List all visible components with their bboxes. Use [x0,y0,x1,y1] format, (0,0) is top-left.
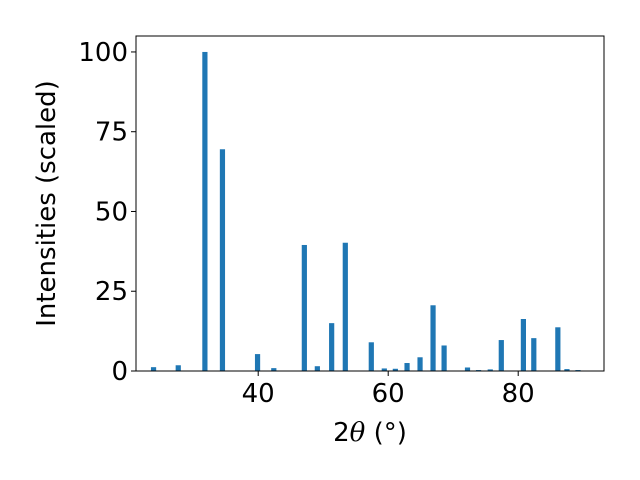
bar [368,342,374,371]
x-axis-label-prefix: 2 [333,418,350,448]
y-tick-label: 0 [111,357,128,387]
y-axis-ticks: 0 25 50 75 100 [78,38,136,387]
bar [531,338,537,371]
bar [175,365,181,371]
x-tick-label: 60 [372,379,405,409]
bar [271,368,277,371]
bar [301,244,307,371]
bar [219,149,226,371]
bar [392,368,398,371]
bar [417,357,423,371]
y-tick-label: 100 [78,38,128,68]
x-tick-label: 40 [242,379,275,409]
bar [329,323,335,371]
bar [314,366,320,371]
y-tick-label: 75 [95,118,128,148]
bar [520,319,526,371]
x-axis-ticks: 40 60 80 [242,371,535,409]
bar [555,327,561,371]
bar [498,340,504,371]
bar [254,354,261,371]
y-axis-label: Intensities (scaled) [32,80,62,327]
bar [150,367,157,371]
bar [441,345,447,371]
y-tick-label: 25 [95,277,128,307]
bar [342,242,348,371]
bar [381,368,387,371]
plot-frame [135,35,605,372]
bars-group [150,51,581,371]
x-axis-label-symbol: θ [350,418,366,448]
y-tick-label: 50 [95,197,128,227]
x-axis-label: 2θ (°) [333,418,407,448]
bar [430,305,436,371]
bar [202,51,208,371]
bar [564,369,570,371]
bar [464,367,471,371]
x-tick-label: 80 [502,379,535,409]
x-axis-label-suffix: (°) [365,418,407,448]
bar [404,363,410,371]
bar [487,369,493,371]
